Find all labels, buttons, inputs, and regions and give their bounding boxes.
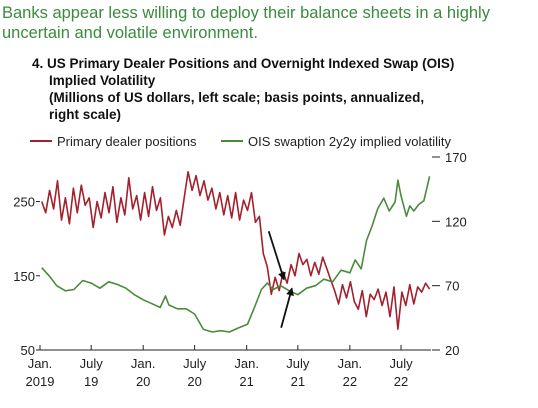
legend: Primary dealer positions OIS swaption 2y… [30,134,452,149]
x-tick-label-year: 19 [84,374,98,389]
chart-title-line-2: Implied Volatility [49,73,156,88]
x-tick-label: Jan. [28,356,53,371]
right-tick-label: 170 [445,150,467,165]
x-tick-label-year: 21 [239,374,253,389]
headline-line-1: Banks appear less willing to deploy thei… [2,4,490,22]
headline: Banks appear less willing to deploy thei… [2,3,536,43]
right-tick-label: 20 [445,343,459,358]
x-tick-label-year: 21 [291,374,305,389]
left-tick-label: 50 [21,343,35,358]
x-tick-label-year: 20 [187,374,201,389]
x-tick-label-year: 2019 [26,374,55,389]
chart-title: 4. US Primary Dealer Positions and Overn… [32,55,532,123]
annotation-arrow-1 [267,230,286,281]
x-tick-label: Jan. [234,356,259,371]
legend-label-ois-volatility: OIS swaption 2y2y implied volatility [248,134,452,149]
right-tick-label: 70 [445,279,459,294]
axes: 50 150 250 20 70 120 170 Jan. 2019 July 19 Jan. 20 Ju… [13,150,466,389]
chart-subtitle-line-2: right scale) [49,107,122,122]
left-tick-label: 250 [13,195,35,210]
x-tick-label-year: 20 [136,374,150,389]
x-tick-label: July [286,356,310,371]
x-tick-label: Jan. [338,356,363,371]
x-tick-label: July [183,356,207,371]
x-tick-label-year: 22 [343,374,357,389]
left-tick-label: 150 [13,269,35,284]
arrow-layer [267,230,294,328]
annotation-arrow-2 [280,287,294,328]
x-tick-label: July [80,356,104,371]
x-tick-label: July [389,356,413,371]
x-tick-label-year: 22 [394,374,408,389]
chart-subtitle-line-1: (Millions of US dollars, left scale; bas… [49,90,425,105]
headline-line-2: uncertain and volatile environment. [2,24,258,42]
right-tick-label: 120 [445,214,467,229]
series-line-dealer-positions [40,171,431,331]
x-tick-label: Jan. [131,356,156,371]
legend-label-dealer-positions: Primary dealer positions [57,134,197,149]
chart-title-line-1: 4. US Primary Dealer Positions and Overn… [32,56,455,71]
series-layer [40,171,431,333]
series-line-ois-volatility [41,176,431,333]
